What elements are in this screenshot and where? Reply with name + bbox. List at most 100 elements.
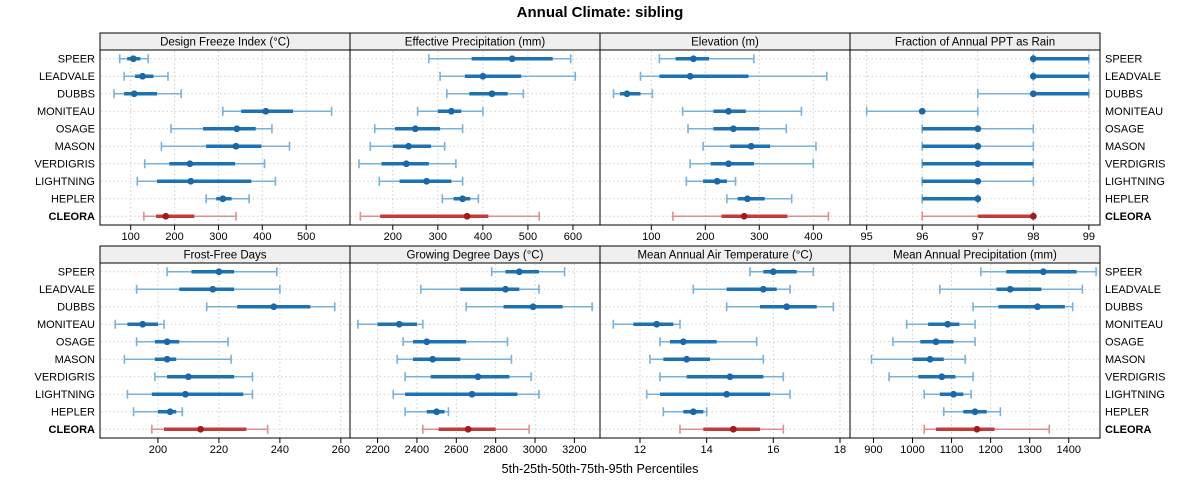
series-row-speer — [118, 54, 150, 64]
median-dot — [1029, 90, 1037, 98]
tick-label: 14 — [701, 444, 713, 456]
median-dot — [653, 320, 661, 328]
tick-label: 1000 — [900, 444, 924, 456]
site-label: MONITEAU — [1105, 319, 1163, 331]
site-label: DUBBS — [1105, 89, 1143, 101]
median-dot — [974, 195, 982, 203]
median-dot — [468, 390, 476, 398]
median-dot — [163, 355, 171, 363]
median-dot — [974, 160, 982, 168]
series-row-mason — [649, 354, 765, 364]
site-label: VERDIGRIS — [1105, 372, 1166, 384]
median-dot — [219, 195, 227, 203]
panel-header-label: Design Freeze Index (°C) — [160, 37, 290, 49]
site-label: LEADVALE — [1105, 71, 1161, 83]
series-row-lightning — [685, 176, 737, 186]
site-label: SPEER — [1105, 54, 1142, 66]
tick-label: 100 — [642, 231, 660, 243]
site-label: LEADVALE — [39, 284, 95, 296]
series-row-osage — [135, 337, 229, 347]
median-dot — [759, 285, 767, 293]
tick-label: 2600 — [444, 444, 468, 456]
median-dot — [623, 90, 631, 98]
median-dot — [725, 107, 732, 115]
series-row-mason — [369, 141, 446, 151]
median-dot — [1029, 55, 1037, 63]
site-label: MASON — [55, 354, 95, 366]
axis-ticks: 12 14 16 18 — [634, 438, 846, 456]
series-row-hepler — [132, 407, 184, 417]
series-row-verdigris — [143, 159, 266, 169]
site-label: HEPLER — [51, 194, 95, 206]
site-label: MONITEAU — [37, 319, 95, 331]
series-row-moniteau — [416, 106, 484, 116]
panel-growing-degree-days-c-: Growing Degree Days (°C) 2200 2400 2600 2800… — [349, 245, 601, 456]
site-labels-right-top: SPEER LEADVALE DUBBS MONITEAU OSAGE MASON VERD… — [1105, 54, 1166, 224]
series-row-cleora — [151, 424, 269, 434]
tick-label: 500 — [519, 231, 537, 243]
median-dot — [1034, 303, 1041, 311]
series-row-dubbs — [205, 302, 336, 312]
series-row-speer — [428, 54, 572, 64]
series-row-leadvale — [439, 71, 577, 81]
median-dot — [1029, 72, 1037, 80]
tick-label: 18 — [834, 444, 846, 456]
tick-label: 2800 — [483, 444, 507, 456]
median-dot — [162, 212, 170, 220]
series-row-lightning — [392, 389, 540, 399]
panel-frame — [599, 49, 851, 226]
median-dot — [973, 425, 981, 433]
series-row-hepler — [942, 407, 1002, 417]
tick-label: 300 — [209, 231, 227, 243]
axis-ticks: 200 220 240 260 — [149, 438, 350, 456]
tick-label: 98 — [1027, 231, 1039, 243]
panel-frame — [849, 49, 1101, 226]
tick-label: 96 — [916, 231, 928, 243]
tick-label: 200 — [149, 444, 167, 456]
site-label: LEADVALE — [1105, 284, 1161, 296]
tick-label: 200 — [696, 231, 714, 243]
panel-header-label: Effective Precipitation (mm) — [405, 37, 546, 49]
series-row-verdigris — [358, 159, 457, 169]
median-dot — [729, 125, 737, 133]
axis-ticks: 100 200 300 400 — [642, 225, 822, 243]
panel-header-label: Fraction of Annual PPT as Rain — [895, 37, 1055, 49]
series-row-dubbs — [113, 89, 182, 99]
median-dot — [139, 320, 147, 328]
series-row-hepler — [205, 194, 250, 204]
series-row-dubbs — [446, 89, 525, 99]
chart-title: Annual Climate: sibling — [516, 4, 684, 21]
series-row-dubbs — [976, 89, 1090, 99]
median-dot — [479, 72, 487, 80]
series-row-speer — [490, 267, 566, 277]
site-label: SPEER — [1105, 267, 1142, 279]
axis-ticks: 100 200 300 400 500 — [122, 225, 315, 243]
series-row-osage — [659, 337, 758, 347]
panel-header-label: Frost-Free Days — [183, 250, 266, 262]
series-row-moniteau — [612, 319, 681, 329]
series-row-cleora — [679, 424, 785, 434]
series-row-speer — [980, 267, 1097, 277]
median-dot — [944, 320, 952, 328]
series-row-verdigris — [921, 159, 1035, 169]
median-dot — [690, 55, 697, 63]
series-row-moniteau — [114, 319, 165, 329]
site-label: HEPLER — [1105, 194, 1149, 206]
series-row-osage — [170, 124, 273, 134]
axis-ticks: 200 300 400 500 600 — [384, 225, 582, 243]
median-dot — [130, 90, 138, 98]
series-row-osage — [892, 337, 976, 347]
site-label: SPEER — [58, 54, 95, 66]
median-dot — [729, 425, 737, 433]
panel-frame — [99, 262, 351, 439]
series-row-moniteau — [865, 106, 979, 116]
median-dot — [726, 373, 734, 381]
series-row-osage — [373, 124, 464, 134]
series-row-cleora — [422, 424, 530, 434]
panel-fraction-of-annual-ppt-as-rain: Fraction of Annual PPT as Rain 95 96 97 98 99 — [849, 32, 1101, 243]
median-dot — [1029, 212, 1037, 220]
series-row-verdigris — [659, 372, 785, 382]
tick-label: 900 — [864, 444, 882, 456]
site-labels-left-top: SPEER LEADVALE DUBBS MONITEAU OSAGE MASON VERD… — [34, 54, 95, 224]
